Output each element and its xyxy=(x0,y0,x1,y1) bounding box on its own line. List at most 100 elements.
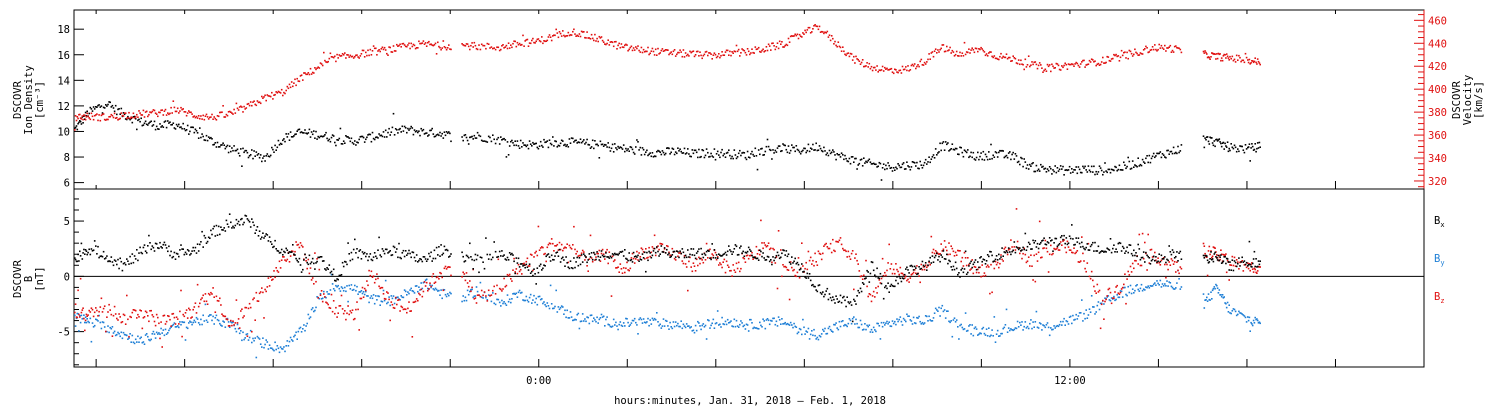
data-point xyxy=(726,264,729,267)
data-point xyxy=(951,143,954,145)
data-point xyxy=(875,163,877,166)
data-point xyxy=(581,140,584,143)
data-point xyxy=(448,131,450,133)
data-point xyxy=(829,152,832,155)
data-point xyxy=(757,259,760,261)
data-point xyxy=(368,54,370,57)
data-point xyxy=(650,256,653,259)
data-point xyxy=(764,150,767,153)
data-point xyxy=(1175,271,1177,273)
data-point xyxy=(918,315,920,318)
data-point xyxy=(1079,260,1082,262)
data-point xyxy=(1259,322,1261,325)
data-point xyxy=(846,52,848,55)
data-point xyxy=(584,318,586,320)
data-point xyxy=(1074,318,1076,321)
data-point xyxy=(721,148,723,151)
data-point xyxy=(1176,152,1178,155)
data-point xyxy=(1211,298,1213,300)
data-point xyxy=(155,331,158,334)
data-point xyxy=(207,315,210,317)
data-point xyxy=(335,144,337,147)
data-point xyxy=(108,101,110,103)
data-point xyxy=(643,51,646,53)
data-point xyxy=(1179,150,1182,152)
data-point xyxy=(433,135,436,138)
data-point xyxy=(991,157,993,160)
data-point xyxy=(486,299,489,301)
data-point xyxy=(558,145,561,147)
data-point xyxy=(1219,53,1221,55)
data-point xyxy=(1131,160,1134,162)
data-point xyxy=(151,110,154,113)
data-point xyxy=(371,276,374,278)
data-point xyxy=(351,258,354,261)
data-point xyxy=(518,289,521,292)
data-point xyxy=(1206,274,1209,277)
data-point xyxy=(1175,151,1177,154)
data-point xyxy=(122,262,125,265)
data-point xyxy=(494,142,497,145)
data-point xyxy=(986,264,989,267)
data-point xyxy=(1256,58,1259,60)
data-point xyxy=(637,259,639,261)
data-point xyxy=(1244,144,1247,146)
data-point xyxy=(595,320,597,323)
data-point xyxy=(373,252,376,254)
axis-label-line: DSCOVR xyxy=(12,259,24,298)
data-point xyxy=(742,49,744,51)
data-point xyxy=(367,134,369,136)
data-point xyxy=(131,334,134,337)
data-point xyxy=(703,156,706,159)
data-point xyxy=(941,44,944,46)
data-point xyxy=(1040,64,1042,66)
data-point xyxy=(235,102,238,105)
data-point xyxy=(1100,302,1103,305)
data-point xyxy=(85,115,88,117)
data-point xyxy=(534,301,536,304)
data-point xyxy=(271,146,273,149)
data-point xyxy=(308,128,311,131)
data-point xyxy=(277,139,280,142)
data-point xyxy=(126,117,128,120)
data-point xyxy=(694,54,697,56)
data-point xyxy=(901,324,904,326)
data-point xyxy=(962,55,965,57)
data-point xyxy=(275,348,277,351)
data-point xyxy=(818,145,821,147)
data-point xyxy=(671,254,674,256)
data-point xyxy=(567,317,570,319)
data-point xyxy=(889,268,892,270)
data-point xyxy=(949,321,951,324)
data-point xyxy=(527,301,530,303)
data-point xyxy=(321,135,324,138)
data-point xyxy=(352,248,355,251)
data-point xyxy=(74,115,77,117)
data-point xyxy=(814,334,816,337)
data-point xyxy=(494,250,497,253)
data-point xyxy=(84,111,87,114)
data-point xyxy=(917,64,919,66)
data-point xyxy=(734,271,737,273)
data-point xyxy=(1005,53,1008,55)
data-point xyxy=(750,52,752,54)
data-point xyxy=(525,145,528,148)
y-tick-label: 14 xyxy=(57,75,70,87)
data-point xyxy=(314,268,316,270)
data-point xyxy=(380,48,383,50)
data-point xyxy=(595,143,597,146)
data-point xyxy=(668,251,670,254)
data-point xyxy=(415,47,418,49)
data-point xyxy=(896,71,898,73)
data-point xyxy=(157,316,159,319)
data-point xyxy=(434,135,437,138)
data-point xyxy=(1160,286,1163,288)
data-point xyxy=(1120,288,1123,290)
data-point xyxy=(784,265,786,268)
data-point xyxy=(223,321,225,323)
data-point xyxy=(162,329,165,331)
data-point xyxy=(341,53,344,55)
data-point xyxy=(340,55,343,57)
data-point xyxy=(317,135,319,138)
data-point xyxy=(90,108,93,110)
